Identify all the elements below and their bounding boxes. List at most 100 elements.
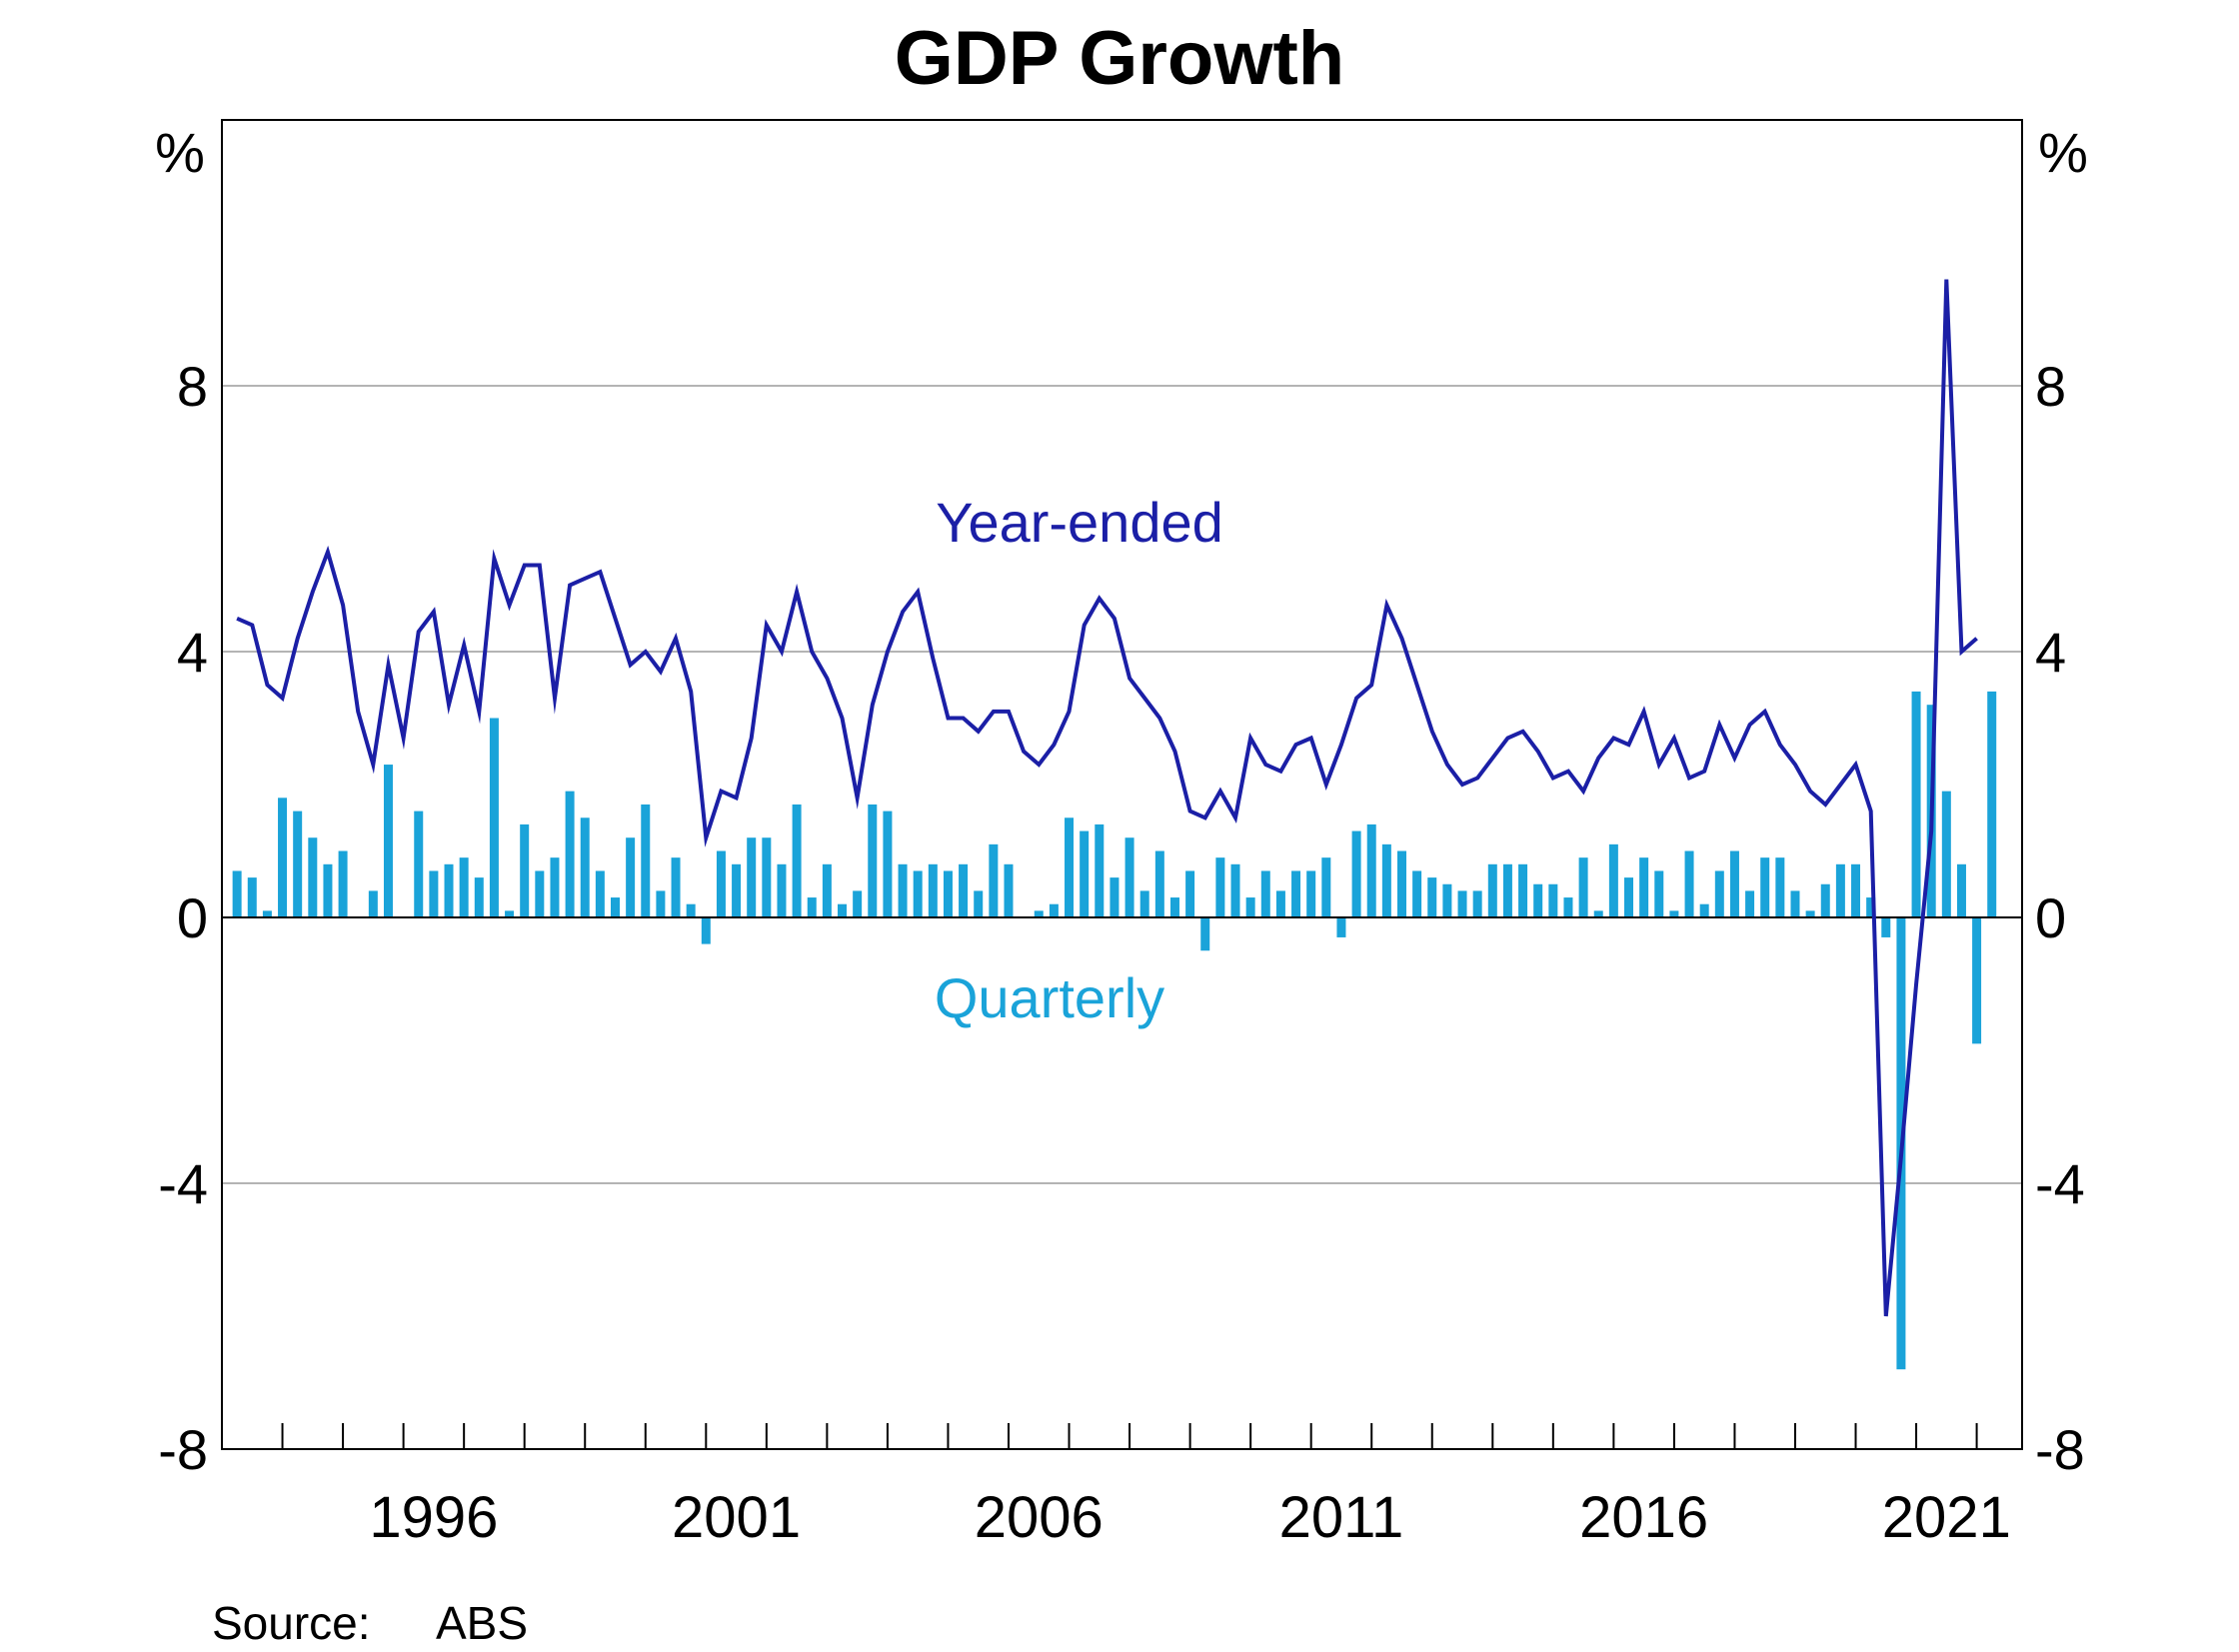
quarterly-bar <box>1881 917 1891 937</box>
quarterly-bar <box>293 811 303 917</box>
quarterly-bar <box>1200 917 1210 951</box>
quarterly-bar <box>1442 883 1452 917</box>
quarterly-bar <box>1684 850 1694 917</box>
year-ended-series-label: Year-ended <box>936 491 1223 554</box>
quarterly-bar <box>565 791 575 917</box>
quarterly-bar <box>1987 691 1997 917</box>
quarterly-bar <box>429 870 439 917</box>
quarterly-bar <box>686 903 696 917</box>
quarterly-bar <box>1729 850 1739 917</box>
x-tick-label: 2021 <box>1882 1485 2011 1550</box>
quarterly-bar <box>444 863 454 917</box>
quarterly-bar <box>1457 890 1467 917</box>
y-axis-unit-right: % <box>2038 121 2088 184</box>
quarterly-bar <box>1548 883 1558 917</box>
quarterly-bar <box>1669 910 1679 917</box>
quarterly-bar <box>838 903 848 917</box>
x-tick-label: 1996 <box>369 1485 498 1550</box>
quarterly-bar <box>1533 883 1543 917</box>
quarterly-bar <box>610 897 620 917</box>
x-tick-label: 2006 <box>975 1485 1104 1550</box>
quarterly-bar <box>1154 850 1164 917</box>
quarterly-bar <box>1366 824 1376 917</box>
quarterly-bar <box>641 804 651 917</box>
quarterly-bar <box>1321 857 1331 917</box>
quarterly-bar <box>1351 830 1361 917</box>
quarterly-bar <box>505 910 515 917</box>
quarterly-bar <box>1124 837 1134 917</box>
quarterly-bar <box>1745 890 1755 917</box>
quarterly-bar <box>1169 897 1179 917</box>
quarterly-bar <box>913 870 923 917</box>
quarterly-bar <box>1578 857 1588 917</box>
y-tick-label-left: -4 <box>158 1152 208 1215</box>
quarterly-bar <box>1699 903 1709 917</box>
quarterly-bar <box>1260 870 1270 917</box>
quarterly-bar <box>1245 897 1255 917</box>
quarterly-bar <box>550 857 560 917</box>
quarterly-bar <box>1866 897 1876 917</box>
quarterly-bar <box>1956 863 1966 917</box>
quarterly-bar <box>1639 857 1649 917</box>
quarterly-bar <box>262 910 272 917</box>
quarterly-bar <box>1110 877 1120 917</box>
quarterly-bar <box>671 857 681 917</box>
quarterly-bar <box>474 877 484 917</box>
quarterly-bar <box>1941 791 1951 917</box>
axes <box>221 119 2023 1450</box>
year-ended-line <box>236 279 1978 1317</box>
quarterly-bar <box>278 798 288 917</box>
quarterly-bar <box>1396 850 1406 917</box>
quarterly-bar <box>853 890 863 917</box>
chart-title: GDP Growth <box>895 16 1344 101</box>
quarterly-bar <box>792 804 802 917</box>
quarterly-bar <box>1306 870 1316 917</box>
quarterly-bar <box>989 843 999 917</box>
quarterly-bar <box>928 863 938 917</box>
quarterly-bar <box>762 837 772 917</box>
quarterly-bar <box>898 863 908 917</box>
quarterly-bar <box>626 837 636 917</box>
quarterly-bar <box>1139 890 1149 917</box>
quarterly-bar <box>383 765 393 917</box>
quarterly-bar <box>520 824 530 917</box>
quarterly-bar <box>1835 863 1845 917</box>
quarterly-bar <box>232 870 242 917</box>
quarterly-series-label: Quarterly <box>935 966 1164 1029</box>
quarterly-bar <box>308 837 318 917</box>
quarterly-bar <box>1291 870 1301 917</box>
quarterly-bar <box>1502 863 1512 917</box>
plot-frame <box>221 119 2023 1450</box>
quarterly-bar <box>974 890 984 917</box>
quarterly-bar <box>701 917 711 944</box>
quarterly-bar <box>1790 890 1800 917</box>
quarterly-bar <box>732 863 742 917</box>
quarterly-bar <box>1563 897 1573 917</box>
quarterly-bar <box>489 718 499 917</box>
quarterly-bar <box>1593 910 1603 917</box>
quarterly-bar <box>959 863 969 917</box>
quarterly-bar <box>459 857 469 917</box>
y-tick-label-left: 4 <box>177 621 208 684</box>
quarterly-bar <box>1714 870 1724 917</box>
source-label: Source: <box>212 1597 371 1649</box>
quarterly-bar <box>868 804 878 917</box>
quarterly-bar <box>1427 877 1437 917</box>
quarterly-bar <box>1654 870 1664 917</box>
quarterly-bar <box>1911 691 1921 917</box>
quarterly-bar <box>1775 857 1785 917</box>
quarterly-bar <box>595 870 605 917</box>
y-tick-label-right: -8 <box>2035 1418 2085 1481</box>
quarterly-bar <box>943 870 953 917</box>
y-tick-label-left: -8 <box>158 1418 208 1481</box>
quarterly-bar <box>1336 917 1346 937</box>
y-tick-label-right: 8 <box>2035 355 2066 418</box>
quarterly-bar <box>368 890 378 917</box>
quarterly-bar <box>807 897 817 917</box>
quarterly-bar <box>1080 830 1090 917</box>
year-ended-line-group <box>236 279 1978 1317</box>
quarterly-bar <box>1608 843 1618 917</box>
quarterly-bar <box>1972 917 1982 1044</box>
quarterly-bar <box>580 818 590 917</box>
